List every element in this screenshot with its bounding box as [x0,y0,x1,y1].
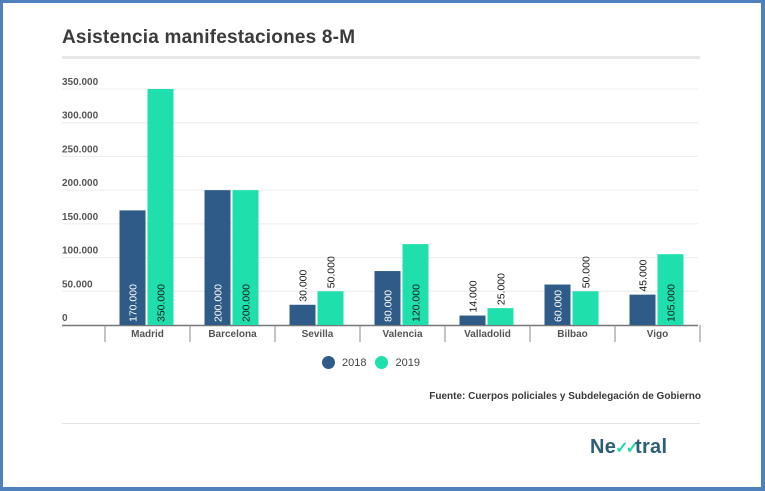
bar-2019 [572,291,599,325]
bar-2019 [402,244,429,325]
data-label: 170.000 [128,284,140,322]
x-tick-label: Madrid [131,329,164,340]
data-label: 60.000 [553,290,565,322]
x-tick-label: Valladolid [464,329,511,340]
legend-swatch-2018 [322,356,335,369]
y-tick-label: 250.000 [62,144,99,155]
data-label: 25.000 [496,273,508,305]
logo-text-suffix: tral [634,436,668,458]
bar-2019 [317,291,344,325]
y-tick-label: 300.000 [62,111,99,122]
bar-2018 [119,210,146,325]
chart-title: Asistencia manifestaciones 8-M [62,27,356,48]
data-label: 200.000 [241,284,253,322]
x-tick-label: Barcelona [208,329,257,340]
data-label: 120.000 [411,284,423,322]
data-label: 45.000 [638,259,650,291]
y-tick-label: 350.000 [62,77,99,88]
x-tick-label: Sevilla [302,329,334,340]
legend-label-2018: 2018 [342,356,367,369]
check-icon: ✓✓ [615,439,639,457]
bar-2018 [289,304,316,325]
bar-2018 [374,271,401,325]
bar-2019 [657,254,684,325]
legend-swatch-2019 [375,356,389,369]
legend-label-2019: 2019 [395,356,420,369]
bar-2018 [629,294,656,325]
bar-2019 [232,190,259,325]
x-tick-label: Bilbao [557,329,588,340]
bar-2018 [459,315,486,325]
y-tick-label: 150.000 [62,212,99,223]
legend: 2018 2019 [322,356,429,369]
data-label: 50.000 [581,256,593,288]
bar-2018 [544,284,571,325]
y-tick-label: 50.000 [62,279,93,290]
source-note: Fuente: Cuerpos policiales y Subdelegaci… [429,391,701,402]
data-label: 200.000 [213,284,225,322]
data-label: 30.000 [298,269,310,301]
bar-2019 [147,89,174,325]
y-tick-label: 0 [62,313,68,324]
title-divider [62,56,700,59]
data-label: 105.000 [666,284,678,322]
data-label: 14.000 [468,280,480,312]
footer-divider [62,423,700,424]
data-label: 80.000 [383,290,395,322]
data-label: 50.000 [326,256,338,288]
y-tick-label: 200.000 [62,178,99,189]
bar-2018 [204,190,231,325]
x-tick-label: Valencia [382,329,422,340]
x-tick-label: Vigo [647,329,668,340]
logo-text-prefix: Ne [590,436,617,458]
newtral-logo: Ne ✓✓ tral [590,436,667,459]
y-tick-label: 100.000 [62,246,99,257]
bar-2019 [487,308,514,325]
data-label: 350.000 [156,284,168,322]
